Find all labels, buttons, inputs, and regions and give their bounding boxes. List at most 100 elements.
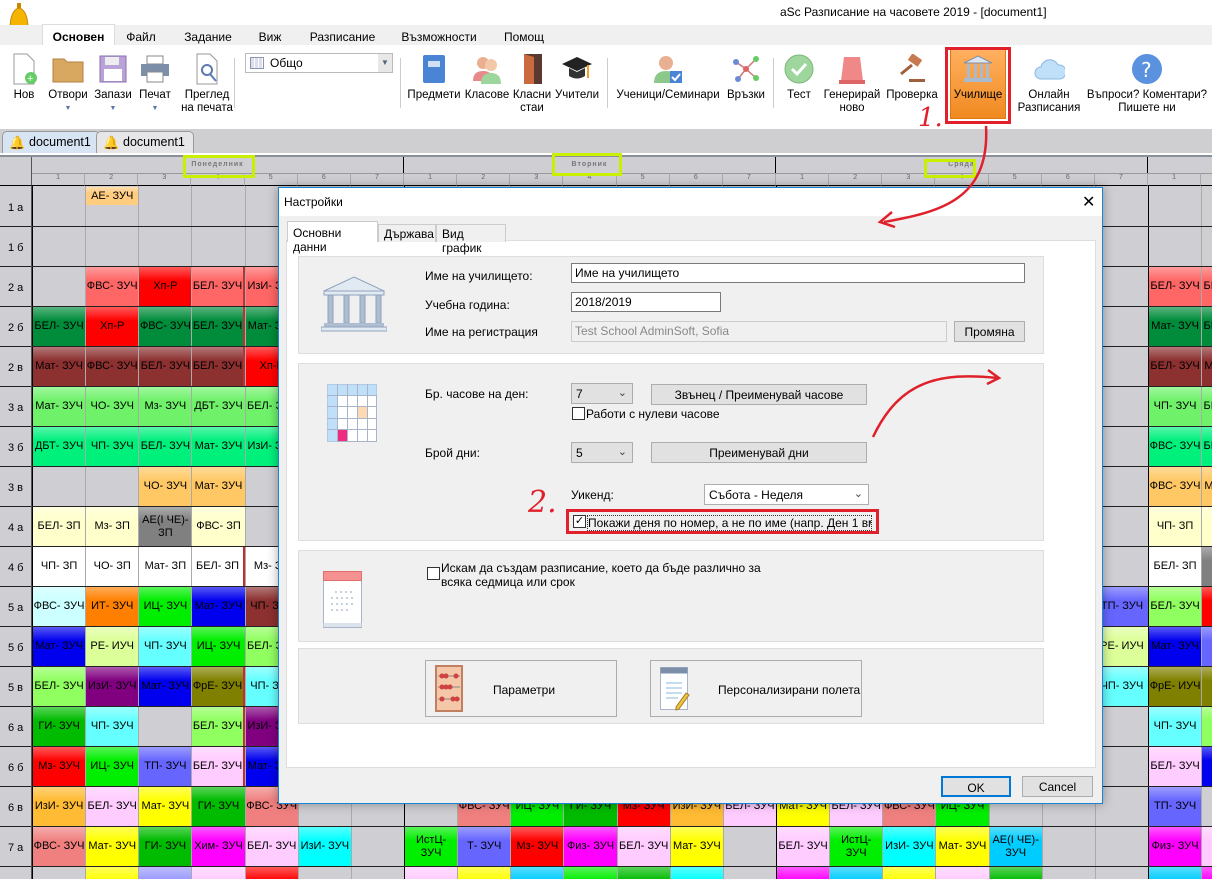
lesson-card[interactable]: ЧП- ЗП: [1149, 507, 1202, 546]
lesson-card[interactable]: ФВС- ЗУЧ: [86, 347, 139, 386]
lesson-card[interactable]: ИзИ- ЗУЧ: [33, 787, 86, 826]
lesson-card[interactable]: ДБТ- ЗУЧ: [192, 387, 245, 426]
class-row-label[interactable]: 2 а: [0, 266, 32, 306]
lesson-card[interactable]: АЕ(І ЧЕ)-: [511, 867, 564, 879]
lesson-card[interactable]: ФВС- ЗП: [192, 507, 245, 546]
lesson-card[interactable]: Мат- ЗП: [139, 547, 192, 586]
lesson-card[interactable]: ИЦ- ЗУЧ: [86, 747, 139, 786]
class-row-label[interactable]: 4 а: [0, 506, 32, 546]
day-by-number-checkbox[interactable]: ✓: [573, 515, 586, 528]
lesson-card[interactable]: РЕ- ИУЧ: [1095, 627, 1149, 666]
lesson-card[interactable]: БЕЛ- ЗУЧ: [192, 347, 245, 386]
ribbon-tab-view[interactable]: Виж: [258, 30, 282, 44]
class-row-label[interactable]: 1 б: [0, 226, 32, 266]
check-button[interactable]: Проверка: [884, 50, 940, 102]
students-button[interactable]: Ученици/Семинари: [612, 50, 724, 102]
lesson-card[interactable]: ЧП- ЗУЧ: [139, 627, 192, 666]
print-button[interactable]: Печат ▼: [136, 50, 174, 115]
ok-button[interactable]: OK: [941, 776, 1011, 797]
lesson-card[interactable]: [405, 867, 458, 879]
ribbon-tab-options[interactable]: Възможности: [401, 30, 477, 44]
lesson-card[interactable]: ГИ- ЗУЧ: [139, 827, 192, 866]
lesson-card[interactable]: БЕЛ- ЗУЧ: [1202, 427, 1212, 466]
lesson-card[interactable]: ГИ- ЗУЧ: [33, 707, 86, 746]
class-row-label[interactable]: 5 в: [0, 666, 32, 706]
lesson-card[interactable]: ИзИ- ЗУЧ: [86, 667, 139, 706]
lesson-card[interactable]: БЕЛ- ЗУЧ: [33, 667, 86, 706]
lesson-card[interactable]: ЧП- ЗУЧ: [86, 427, 139, 466]
lesson-card[interactable]: ИзИ- ЗУЧ: [298, 827, 351, 866]
lesson-card[interactable]: А З: [1202, 547, 1212, 586]
dropdown-caret-icon[interactable]: ▼: [151, 105, 159, 112]
lesson-card[interactable]: БЕЛ- ЗУЧ: [1149, 747, 1202, 786]
ribbon-tab-help[interactable]: Помощ: [503, 30, 545, 44]
lesson-card[interactable]: Мз- ЗУЧ: [139, 387, 192, 426]
lesson-card[interactable]: ФВС- ЗУЧ: [139, 307, 192, 346]
ribbon-tab-timetable[interactable]: Разписание: [309, 30, 376, 44]
lesson-card[interactable]: [458, 867, 511, 879]
online-timetables-button[interactable]: Онлайн Разписания: [1014, 50, 1084, 115]
open-button[interactable]: Отвори ▼: [46, 50, 90, 115]
lesson-card[interactable]: РЕ- ИУЧ: [86, 627, 139, 666]
lesson-card[interactable]: [617, 867, 670, 879]
lesson-card[interactable]: [139, 867, 192, 879]
class-row-label[interactable]: 4 б: [0, 546, 32, 586]
lesson-card[interactable]: ЧП- ЗУЧ: [1149, 707, 1202, 746]
lesson-card[interactable]: Хп-Р: [139, 267, 192, 306]
custom-fields-button[interactable]: Персонализирани полета: [650, 660, 862, 717]
lesson-card[interactable]: БЕЛ- ЗУЧ: [1202, 267, 1212, 306]
cancel-button[interactable]: Cancel: [1022, 776, 1093, 797]
class-row-label[interactable]: 5 а: [0, 586, 32, 626]
lesson-card[interactable]: ФВС- ЗУЧ: [33, 587, 86, 626]
days-count-select[interactable]: 5 ⌄: [571, 442, 633, 463]
lesson-card[interactable]: ФрЕ- ЗУЧ: [192, 667, 245, 706]
lesson-card[interactable]: Мат- ЗУЧ: [1202, 467, 1212, 506]
teachers-button[interactable]: Учители: [554, 50, 600, 102]
dropdown-caret-icon[interactable]: ▼: [109, 105, 117, 112]
school-button[interactable]: Училище: [950, 49, 1006, 119]
rename-days-button[interactable]: Преименувай дни: [651, 442, 867, 463]
lesson-card[interactable]: ИзИ- ЗУЧ: [883, 827, 936, 866]
ribbon-tab-home[interactable]: Основен: [42, 24, 115, 46]
lesson-card[interactable]: Мат- ЗУЧ: [86, 827, 139, 866]
school-year-input[interactable]: 2018/2019: [571, 292, 721, 312]
dialog-tab-country[interactable]: Държава: [378, 224, 436, 242]
school-name-input[interactable]: Име на училището: [571, 263, 1025, 283]
lesson-card[interactable]: [883, 867, 936, 879]
lesson-card[interactable]: Б: [1202, 707, 1212, 746]
lesson-card[interactable]: БЕЛ- ЗУЧ: [139, 427, 192, 466]
lesson-card[interactable]: ИстЦ- ЗУЧ: [405, 827, 458, 866]
lesson-card[interactable]: ЧО- ЗУЧ: [139, 467, 192, 506]
ribbon-tab-task[interactable]: Задание: [184, 30, 232, 44]
lesson-card[interactable]: [1202, 867, 1212, 879]
class-row-label[interactable]: 6 б: [0, 746, 32, 786]
class-row-label[interactable]: [0, 866, 32, 879]
lesson-card[interactable]: БЕЛ- ЗУЧ: [1149, 587, 1202, 626]
class-row-label[interactable]: 3 б: [0, 426, 32, 466]
classes-button[interactable]: Класове: [464, 50, 510, 102]
lesson-card[interactable]: ИТ- ЗУЧ: [86, 587, 139, 626]
lesson-card[interactable]: БЕЛ- ЗУЧ: [86, 787, 139, 826]
close-icon[interactable]: ✕: [1082, 194, 1096, 211]
lesson-card[interactable]: Мз- ЗП: [86, 507, 139, 546]
lesson-card[interactable]: БЕЛ- ЗУЧ: [1202, 387, 1212, 426]
generate-button[interactable]: Генерирай ново: [820, 50, 884, 115]
dialog-tab-basic-data[interactable]: Основни данни: [287, 221, 378, 254]
lesson-card[interactable]: АЕ(І ЧЕ)-: [1149, 867, 1202, 879]
class-row-label[interactable]: 3 в: [0, 466, 32, 506]
lesson-card[interactable]: ЧО- ЗУЧ: [86, 387, 139, 426]
lesson-card[interactable]: Мат- ЗУЧ: [192, 427, 245, 466]
view-select[interactable]: Общо ▼: [245, 53, 393, 73]
class-row-label[interactable]: 6 а: [0, 706, 32, 746]
lesson-card[interactable]: БЕЛ- ЗУЧ: [1149, 347, 1202, 386]
lesson-card[interactable]: Мат- ЗУЧ: [33, 387, 86, 426]
lesson-card[interactable]: ГИ- ЗУЧ: [192, 787, 245, 826]
lesson-card[interactable]: Мат- ЗУЧ: [1149, 307, 1202, 346]
print-preview-button[interactable]: Преглед на печата: [180, 50, 234, 115]
lesson-card[interactable]: [989, 867, 1042, 879]
lesson-card[interactable]: [670, 867, 723, 879]
lesson-card[interactable]: Мат- ЗУЧ: [33, 627, 86, 666]
lesson-card[interactable]: БЕЛ- ЗУЧ: [1149, 267, 1202, 306]
lesson-card[interactable]: Мат- ЗУЧ: [139, 667, 192, 706]
lesson-card[interactable]: БЕЛ- ЗУЧ: [139, 347, 192, 386]
